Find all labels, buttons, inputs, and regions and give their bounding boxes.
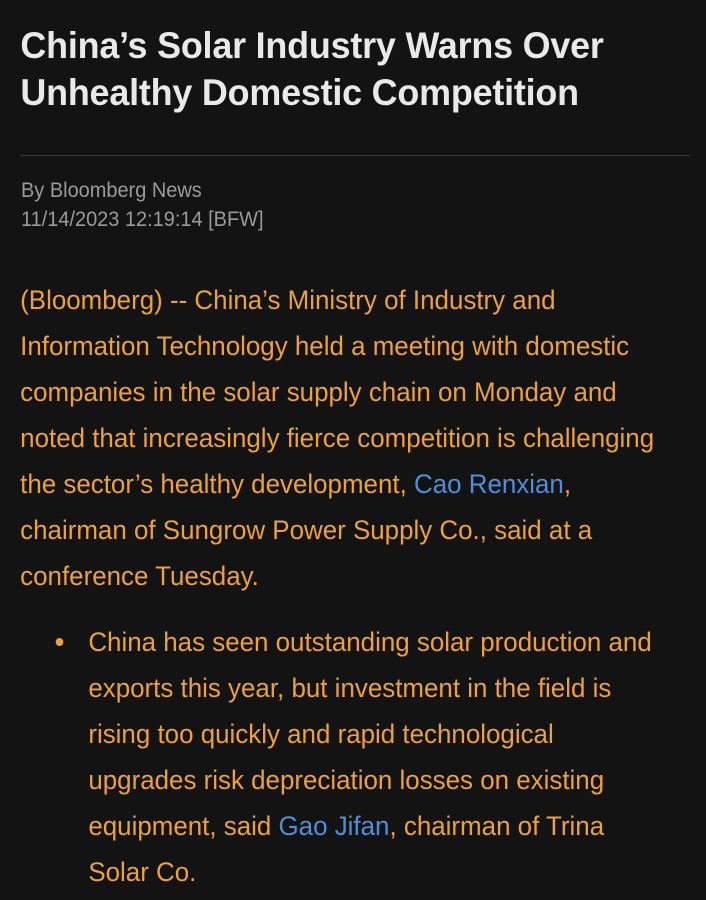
- byline-author: By Bloomberg News: [21, 179, 202, 202]
- article-body: (Bloomberg) -- China’s Ministry of Indus…: [0, 277, 706, 895]
- list-item-text-1: China has seen outstanding solar product…: [88, 627, 652, 841]
- header-divider: [20, 155, 690, 156]
- list-item-text-2: , chairman of Trina Solar Co.: [88, 811, 605, 887]
- bullet-dot-icon: [55, 638, 64, 646]
- page-title: China’s Solar Industry Warns Over Unheal…: [20, 25, 604, 113]
- person-link-gao-jifan[interactable]: Gao Jifan: [278, 811, 390, 841]
- list-item: China has seen outstanding solar product…: [0, 619, 678, 895]
- lead-paragraph: (Bloomberg) -- China’s Ministry of Indus…: [0, 277, 678, 599]
- byline-timestamp: 11/14/2023 12:19:14 [BFW]: [21, 208, 264, 231]
- lead-paragraph-text-2: , chairman of Sungrow Power Supply Co., …: [20, 469, 593, 591]
- bullet-list: China has seen outstanding solar product…: [0, 619, 706, 895]
- lead-paragraph-text-1: (Bloomberg) -- China’s Ministry of Indus…: [20, 285, 655, 499]
- byline: By Bloomberg News 11/14/2023 12:19:14 [B…: [21, 176, 264, 234]
- person-link-cao-renxian[interactable]: Cao Renxian: [414, 469, 564, 499]
